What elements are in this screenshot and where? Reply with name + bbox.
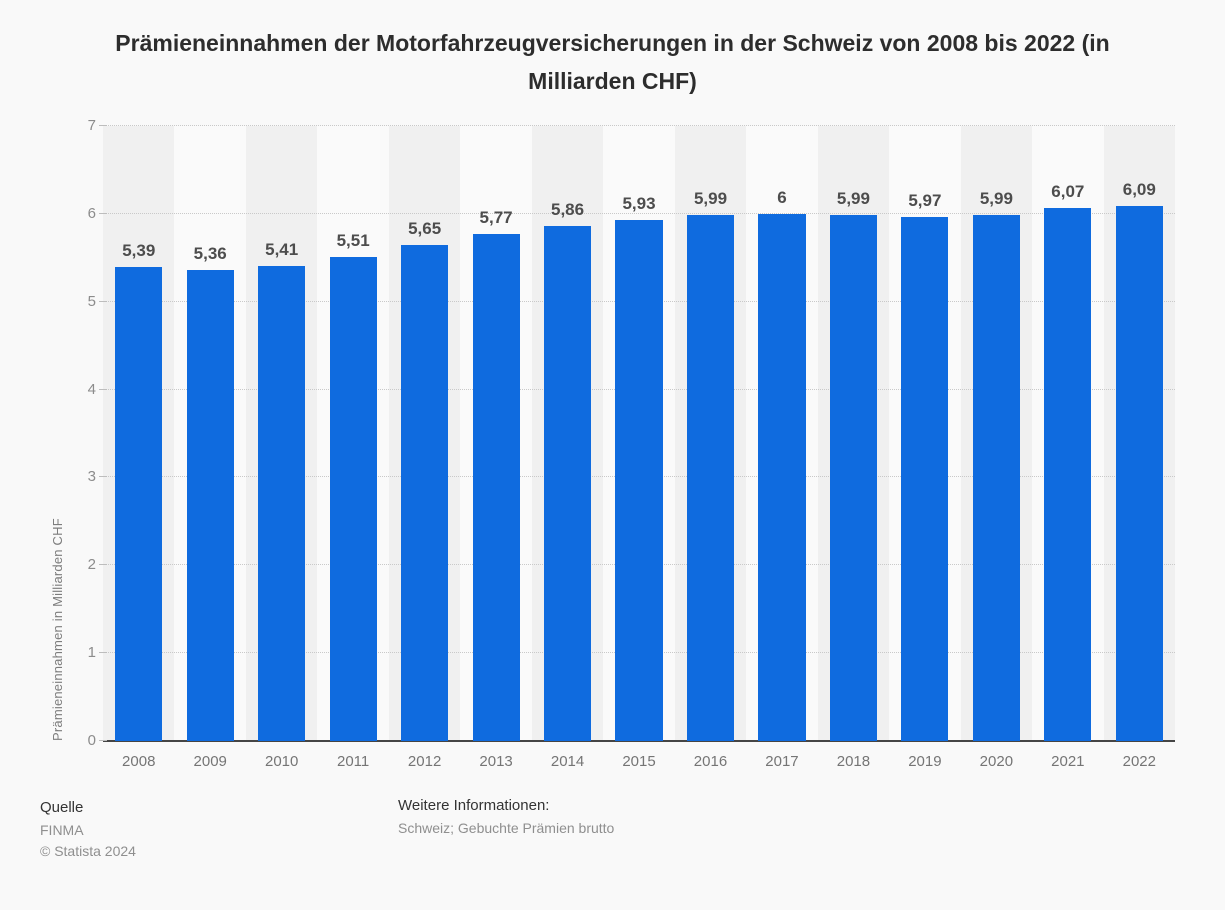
x-axis-label: 2020 — [979, 753, 1014, 770]
bar-value-label: 5,99 — [979, 188, 1013, 208]
bar-value-label: 5,39 — [122, 241, 156, 261]
y-axis-tick-label: 2 — [87, 556, 96, 574]
x-axis-label: 2017 — [765, 753, 799, 770]
plot-area: 0 1 2 3 4 5 6 7 5,39 5,36 5,41 5,51 5,65 5,77 5,86 5,9… — [88, 117, 1176, 749]
bar-column: 5,93 — [603, 126, 674, 741]
bar-column: 6 — [746, 126, 817, 741]
info-text: Schweiz; Gebuchte Prämien brutto — [398, 820, 615, 836]
y-axis-tick-label: 6 — [87, 204, 96, 222]
x-axis-label: 2011 — [337, 753, 370, 770]
x-axis-label: 2019 — [908, 753, 942, 770]
bar-value-label: 5,99 — [836, 188, 870, 208]
y-axis-tick-label: 3 — [87, 468, 96, 486]
bar-column: 5,41 — [246, 126, 317, 741]
bars-layer: 5,39 5,36 5,41 5,51 5,65 5,77 5,86 5,93 5,99 6 5,9… — [103, 126, 1175, 741]
x-axis-label: 2015 — [622, 753, 656, 770]
bar-column: 5,86 — [532, 126, 603, 741]
bar-value-label: 6,09 — [1122, 179, 1156, 199]
bar-column: 5,77 — [460, 126, 531, 741]
gridline — [103, 212, 1175, 214]
chart-title: Prämieneinnahmen der Motorfahrzeugversic… — [115, 30, 1110, 94]
bar-column: 5,65 — [389, 126, 460, 741]
y-axis-tick-label: 5 — [87, 292, 96, 310]
bar-2013[interactable] — [472, 234, 520, 741]
x-axis-label: 2018 — [836, 753, 871, 770]
bar-2012[interactable] — [401, 244, 449, 741]
bar-2011[interactable] — [329, 256, 377, 741]
copyright-notice: © Statista 2024 — [40, 843, 136, 859]
bar-value-label: 5,97 — [908, 190, 942, 210]
bar-2017[interactable] — [758, 213, 806, 741]
x-axis-label: 2008 — [122, 753, 156, 770]
x-axis-label: 2013 — [479, 753, 513, 770]
source-heading: Quelle — [40, 799, 84, 816]
y-axis-title: Prämieneinnahmen in Milliarden CHF — [50, 518, 65, 741]
y-axis-tick-label: 1 — [87, 644, 96, 662]
bar-2018[interactable] — [829, 214, 877, 741]
bar-2015[interactable] — [615, 220, 663, 741]
x-axis-label: 2010 — [264, 753, 299, 770]
x-axis-line — [103, 740, 1175, 742]
source-block: Quelle FINMA © Statista 2024 — [40, 799, 136, 864]
y-tick-mark — [99, 740, 107, 741]
bar-2014[interactable] — [543, 226, 592, 741]
y-tick-mark — [99, 476, 107, 478]
y-tick-mark — [99, 125, 107, 126]
bar-2010[interactable] — [258, 265, 306, 741]
bar-column: 5,99 — [961, 126, 1032, 741]
x-axis-labels: 2008 2009 2010 2011 2012 2013 2014 2015 2016 2017… — [103, 753, 1175, 770]
bar-2009[interactable] — [186, 270, 234, 741]
info-heading: Weitere Informationen: — [398, 797, 550, 814]
bar-2021[interactable] — [1044, 207, 1092, 741]
y-axis-tick-label: 7 — [87, 117, 96, 134]
bar-value-label: 5,99 — [693, 188, 728, 208]
bar-column: 6,07 — [1032, 126, 1103, 741]
bar-column: 5,36 — [174, 126, 245, 741]
bar-value-label: 5,86 — [551, 200, 585, 220]
x-axis-label: 2016 — [693, 753, 728, 770]
bar-column: 5,97 — [889, 126, 960, 741]
bar-value-label: 5,36 — [193, 244, 227, 264]
bar-column: 5,51 — [317, 126, 388, 741]
y-tick-mark — [99, 212, 107, 214]
bar-value-label: 5,93 — [622, 194, 656, 214]
bar-2019[interactable] — [901, 216, 949, 741]
bar-column: 6,09 — [1104, 126, 1175, 741]
bar-value-label: 6 — [777, 187, 787, 207]
x-axis-label: 2012 — [407, 753, 442, 770]
source-name: FINMA — [40, 822, 84, 838]
y-axis-tick-label: 0 — [87, 732, 96, 749]
bar-value-label: 5,65 — [408, 218, 442, 238]
bar-2022[interactable] — [1115, 205, 1163, 741]
gridline — [103, 125, 1175, 126]
y-tick-mark — [99, 564, 107, 566]
bar-value-label: 6,07 — [1051, 181, 1085, 201]
bar-value-label: 5,41 — [265, 239, 299, 259]
bar-value-label: 5,51 — [336, 230, 370, 250]
bar-2020[interactable] — [972, 214, 1020, 741]
bar-2008[interactable] — [115, 267, 163, 741]
y-tick-mark — [99, 652, 107, 654]
x-axis-label: 2022 — [1122, 753, 1156, 770]
bar-value-label: 5,77 — [479, 208, 513, 228]
y-axis-ticks: 0 1 2 3 4 5 6 7 — [88, 117, 1175, 749]
y-tick-mark — [99, 388, 107, 390]
x-axis-label: 2021 — [1051, 753, 1085, 770]
x-axis-label: 2014 — [550, 753, 585, 770]
bar-2016[interactable] — [686, 214, 735, 741]
x-axis-label: 2009 — [193, 753, 227, 770]
y-axis-tick-label: 4 — [87, 380, 96, 398]
y-tick-mark — [99, 300, 107, 302]
bar-column: 5,99 — [675, 126, 746, 741]
bar-column: 5,39 — [103, 126, 174, 741]
bar-column: 5,99 — [818, 126, 889, 741]
info-block: Weitere Informationen: Schweiz; Gebuchte… — [398, 797, 614, 841]
